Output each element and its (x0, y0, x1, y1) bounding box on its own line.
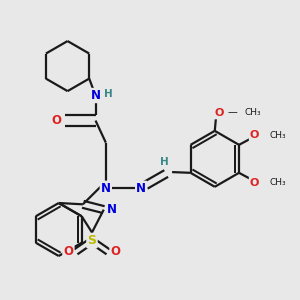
Text: CH₃: CH₃ (244, 108, 261, 117)
Text: N: N (101, 182, 111, 195)
Text: S: S (88, 234, 97, 247)
Text: O: O (214, 108, 224, 118)
Text: N: N (136, 182, 146, 195)
Text: O: O (110, 245, 121, 258)
Text: H: H (103, 89, 112, 99)
Text: —: — (228, 107, 237, 117)
Text: N: N (91, 89, 100, 102)
Text: O: O (63, 245, 74, 258)
Text: O: O (250, 178, 259, 188)
Text: H: H (160, 157, 169, 167)
Text: CH₃: CH₃ (269, 130, 286, 140)
Text: N: N (107, 203, 117, 216)
Text: O: O (250, 130, 259, 140)
Text: O: O (51, 114, 62, 127)
Text: CH₃: CH₃ (269, 178, 286, 187)
